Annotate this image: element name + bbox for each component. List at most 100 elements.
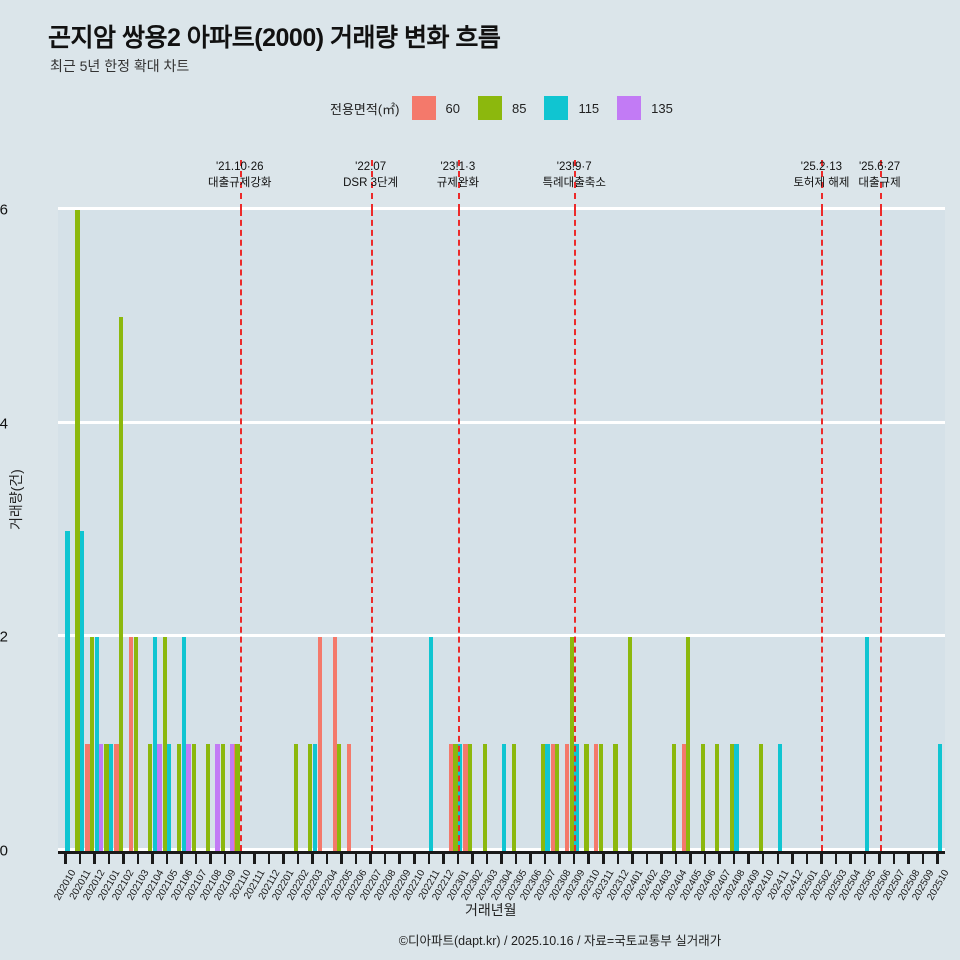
x-tick-202404 <box>674 851 678 864</box>
x-tick-202012 <box>93 851 96 864</box>
x-tick-202111 <box>253 851 256 864</box>
legend-item-135[interactable]: 135 <box>617 96 691 120</box>
x-tick-202104 <box>151 851 154 864</box>
x-tick-202204 <box>325 851 329 864</box>
bar-202011-85 <box>75 210 80 851</box>
x-tick-202303 <box>485 851 489 864</box>
bar-202202-85 <box>293 744 298 851</box>
bar-202206-60 <box>347 744 352 851</box>
bar-202012-85 <box>89 637 95 851</box>
x-tick-202403 <box>660 851 663 864</box>
gridline-2 <box>58 634 945 638</box>
bar-202103-60 <box>128 637 134 851</box>
x-tick-202502 <box>820 851 823 864</box>
x-tick-202212 <box>442 851 445 864</box>
x-tick-202503 <box>834 851 838 864</box>
x-tick-202208 <box>383 851 387 864</box>
bar-202103-85 <box>133 637 138 851</box>
bar-202010-115 <box>65 530 70 851</box>
event-annotation-202207: '22.07 DSR 3단계 <box>343 160 398 191</box>
bar-202301-85 <box>453 744 458 851</box>
page-subtitle: 최근 5년 한정 확대 차트 <box>50 58 190 74</box>
bar-202406-85 <box>700 744 705 851</box>
legend-item-85[interactable]: 85 <box>477 96 544 120</box>
x-tick-202505 <box>863 851 867 864</box>
event-line-202301 <box>457 210 460 851</box>
event-annotation-202506: '25.6·27 대출규제 <box>858 160 900 191</box>
x-tick-202304 <box>500 851 503 864</box>
legend-label: 115 <box>578 100 600 116</box>
bar-202101-85 <box>104 744 109 851</box>
x-tick-202106 <box>180 851 183 864</box>
event-annotation-202309: '23!9·7 특례대출축소 <box>542 160 605 191</box>
legend-item-115[interactable]: 115 <box>544 96 617 120</box>
plot-area <box>58 207 945 851</box>
event-line-202309 <box>574 210 577 851</box>
x-tick-202312 <box>616 851 620 864</box>
x-tick-202406 <box>703 851 707 864</box>
event-date: '23!1·3 <box>440 161 476 173</box>
bar-202408-85 <box>729 744 734 851</box>
bar-202104-115 <box>152 637 157 851</box>
event-text: 특례대출축소 <box>542 176 606 189</box>
bar-202106-115 <box>181 637 186 851</box>
bar-202101-115 <box>109 744 114 851</box>
gridline-6 <box>58 207 945 210</box>
event-annotation-202301: '23!1·3 규제완화 <box>437 160 479 191</box>
x-tick-202507 <box>892 851 896 864</box>
bar-202309-60 <box>565 744 570 851</box>
event-date: '25.2·13 <box>800 161 842 173</box>
bar-202105-115 <box>167 744 172 851</box>
x-tick-202305 <box>514 851 518 864</box>
event-text: DSR 3단계 <box>343 176 399 189</box>
bar-202309-115 <box>574 744 579 851</box>
bar-202109-85 <box>220 744 225 851</box>
event-date: '25.6·27 <box>858 161 901 173</box>
event-date: '22.07 <box>355 161 387 173</box>
x-tick-202103 <box>136 851 140 864</box>
x-tick-202309 <box>572 851 576 864</box>
bar-202106-135 <box>186 744 191 851</box>
bar-202302-60 <box>463 744 468 851</box>
x-tick-202109 <box>223 851 227 864</box>
bar-202110-85 <box>235 744 240 851</box>
bar-202405-85 <box>686 637 691 851</box>
bar-202312-85 <box>613 744 618 851</box>
bar-202012-135 <box>99 744 104 851</box>
bar-202301-60 <box>448 744 454 851</box>
bar-202305-85 <box>511 744 516 851</box>
bar-202404-85 <box>671 744 676 851</box>
x-tick-202504 <box>849 851 852 864</box>
x-tick-202011 <box>78 851 82 864</box>
bar-202301-115 <box>458 744 463 851</box>
legend-label: 135 <box>651 100 673 116</box>
x-tick-202202 <box>296 851 300 864</box>
chart-legend: 전용면적(㎡) 60 85 115 135 <box>330 96 691 120</box>
event-text: 대출규제 <box>858 176 901 189</box>
bar-202205-85 <box>337 744 342 851</box>
legend-item-60[interactable]: 60 <box>411 96 478 120</box>
event-date: '23!9·7 <box>556 161 592 173</box>
event-line-ext-202207 <box>370 160 373 210</box>
page-title: 곤지암 쌍용2 아파트(2000) 거래량 변화 흐름 <box>48 24 501 52</box>
x-tick-202409 <box>747 851 750 864</box>
x-tick-202107 <box>194 851 198 864</box>
bar-202308-60 <box>550 744 555 851</box>
bar-202405-60 <box>681 744 686 851</box>
x-tick-202310 <box>587 851 590 864</box>
x-tick-202201 <box>282 851 285 864</box>
bar-202309-85 <box>569 637 574 851</box>
x-tick-202108 <box>209 851 212 864</box>
y-tick-label-4: 4 <box>0 415 8 433</box>
x-tick-202506 <box>878 851 881 864</box>
bar-202411-115 <box>777 744 783 851</box>
x-tick-202010 <box>64 851 67 864</box>
bar-202108-85 <box>206 744 211 851</box>
bar-202311-60 <box>594 744 599 851</box>
event-text: 규제완화 <box>436 176 480 189</box>
bar-202204-60 <box>318 637 323 851</box>
bar-202109-135 <box>230 744 235 851</box>
x-tick-202210 <box>413 851 416 864</box>
x-tick-202412 <box>791 851 794 864</box>
bar-202107-85 <box>191 744 196 851</box>
